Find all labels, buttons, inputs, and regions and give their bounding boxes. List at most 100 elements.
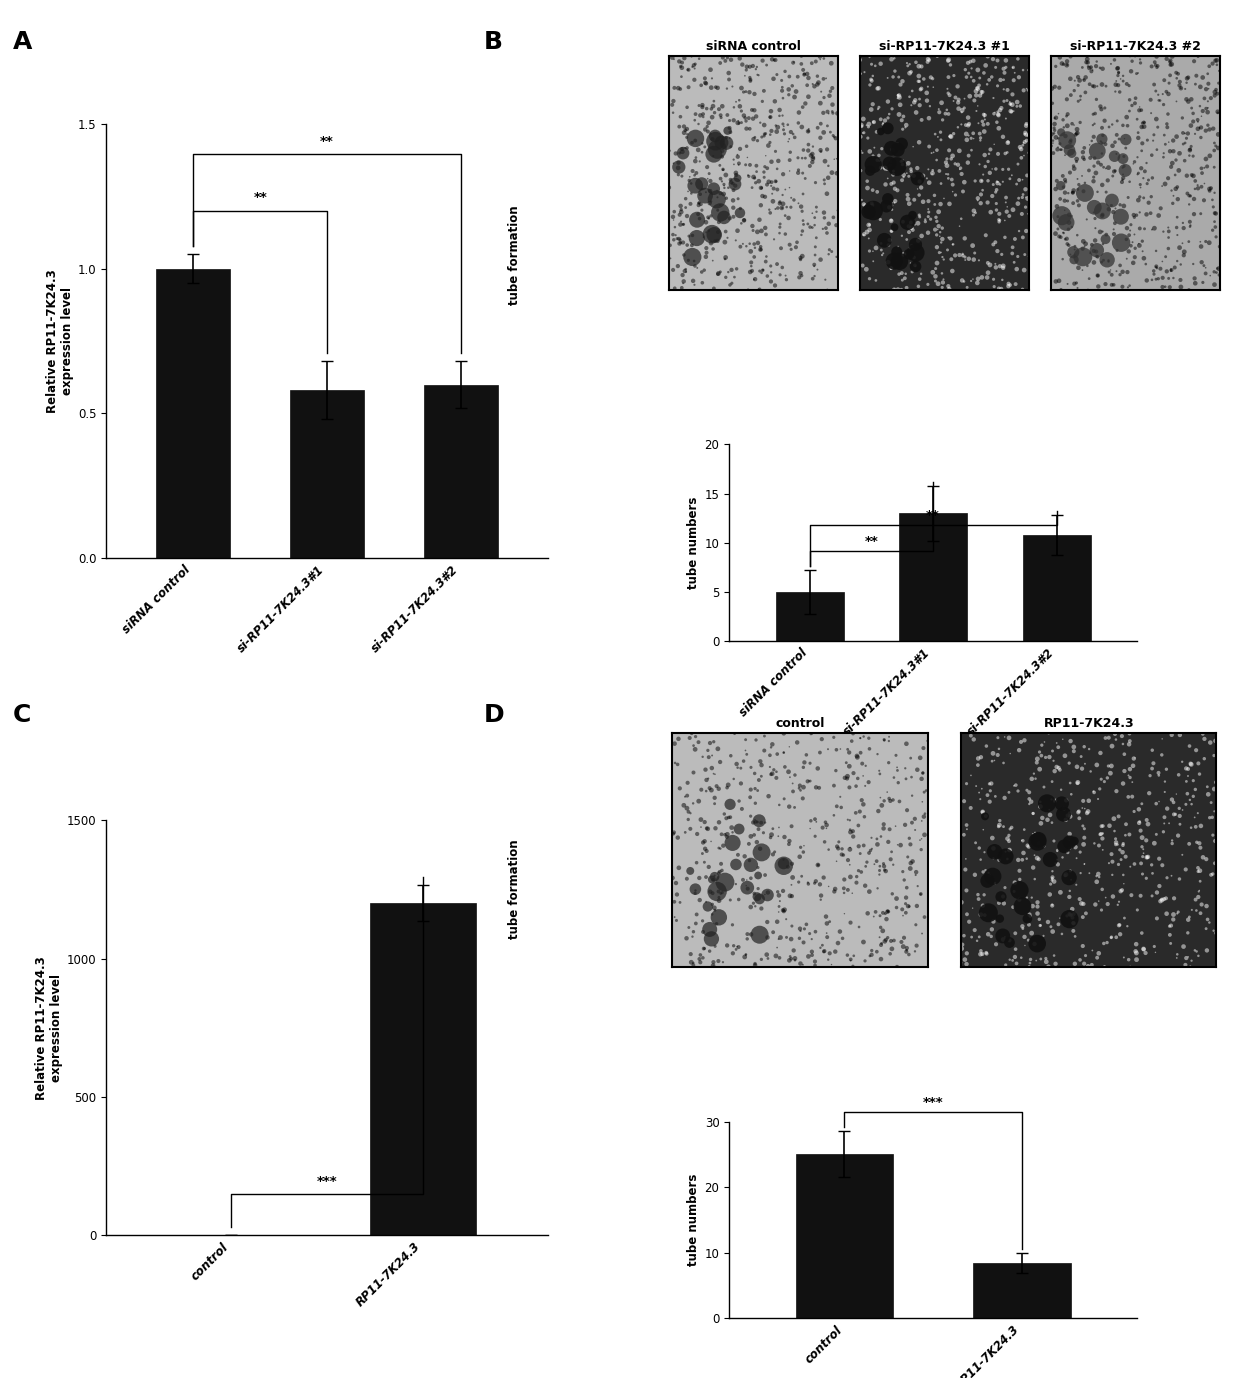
Point (1011, 730, 1030, 752)
Point (868, 801, 888, 823)
Point (999, 824, 1019, 846)
Point (670, 892, 689, 914)
Point (868, 834, 888, 856)
Point (932, 227, 952, 249)
Point (980, 161, 999, 183)
Point (996, 841, 1016, 863)
Point (724, 768, 744, 790)
Point (1014, 80, 1034, 102)
Point (993, 69, 1013, 91)
Point (988, 171, 1008, 193)
Point (704, 223, 724, 245)
Point (919, 201, 939, 223)
Point (925, 219, 945, 241)
Point (1075, 233, 1095, 255)
Point (962, 234, 982, 256)
Point (827, 795, 847, 817)
Point (1034, 730, 1054, 752)
Point (898, 55, 918, 77)
Point (714, 183, 734, 205)
Point (744, 99, 764, 121)
Point (683, 952, 703, 974)
Point (1083, 114, 1102, 136)
Point (982, 158, 1002, 181)
Point (961, 127, 981, 149)
Point (911, 839, 931, 861)
Point (1018, 929, 1038, 951)
Point (925, 185, 945, 207)
Point (919, 198, 939, 220)
Point (1049, 226, 1069, 248)
Point (663, 102, 683, 124)
Point (1192, 163, 1211, 185)
Point (1105, 48, 1125, 70)
Point (1167, 783, 1187, 805)
Point (692, 200, 712, 222)
Point (884, 171, 904, 193)
Point (1030, 915, 1050, 937)
Point (780, 885, 800, 907)
Point (719, 806, 739, 828)
Point (769, 927, 789, 949)
Point (1074, 853, 1094, 875)
Point (1180, 955, 1200, 977)
Point (1185, 73, 1205, 95)
Point (990, 810, 1009, 832)
Point (1061, 84, 1081, 106)
Point (1101, 926, 1121, 948)
Point (712, 130, 732, 152)
Point (718, 823, 738, 845)
Point (811, 127, 831, 149)
Point (1048, 218, 1068, 240)
Point (1106, 834, 1126, 856)
Point (1102, 274, 1122, 296)
Point (1161, 141, 1180, 163)
Point (789, 871, 808, 893)
Point (1022, 768, 1042, 790)
Point (1148, 267, 1168, 289)
Point (815, 169, 835, 192)
Point (1001, 839, 1021, 861)
Point (818, 948, 838, 970)
Point (981, 201, 1001, 223)
Point (1013, 842, 1033, 864)
Point (1012, 849, 1032, 871)
Point (895, 758, 915, 780)
Point (1053, 846, 1073, 868)
Point (1074, 230, 1094, 252)
Point (1130, 186, 1149, 208)
Point (751, 262, 771, 284)
Point (701, 190, 720, 212)
Point (1100, 814, 1120, 836)
Point (724, 179, 744, 201)
Point (802, 216, 822, 238)
Point (916, 167, 936, 189)
Point (708, 200, 728, 222)
Point (1070, 863, 1090, 885)
Point (1115, 160, 1135, 182)
Point (966, 101, 986, 123)
Point (689, 192, 709, 214)
Point (750, 278, 770, 300)
Point (959, 124, 978, 146)
Point (993, 158, 1013, 181)
Point (1127, 62, 1147, 84)
Point (745, 896, 765, 918)
Point (759, 198, 779, 220)
Point (1076, 903, 1096, 925)
Point (703, 882, 723, 904)
Point (1133, 838, 1153, 860)
Point (1203, 117, 1223, 139)
Point (888, 834, 908, 856)
Point (1106, 729, 1126, 751)
Point (729, 790, 749, 812)
Point (1059, 182, 1079, 204)
Point (997, 828, 1017, 850)
Point (753, 259, 773, 281)
Point (811, 885, 831, 907)
Point (681, 817, 701, 839)
Point (678, 59, 698, 81)
Point (1192, 157, 1211, 179)
Point (1131, 52, 1151, 74)
Point (1204, 274, 1224, 296)
